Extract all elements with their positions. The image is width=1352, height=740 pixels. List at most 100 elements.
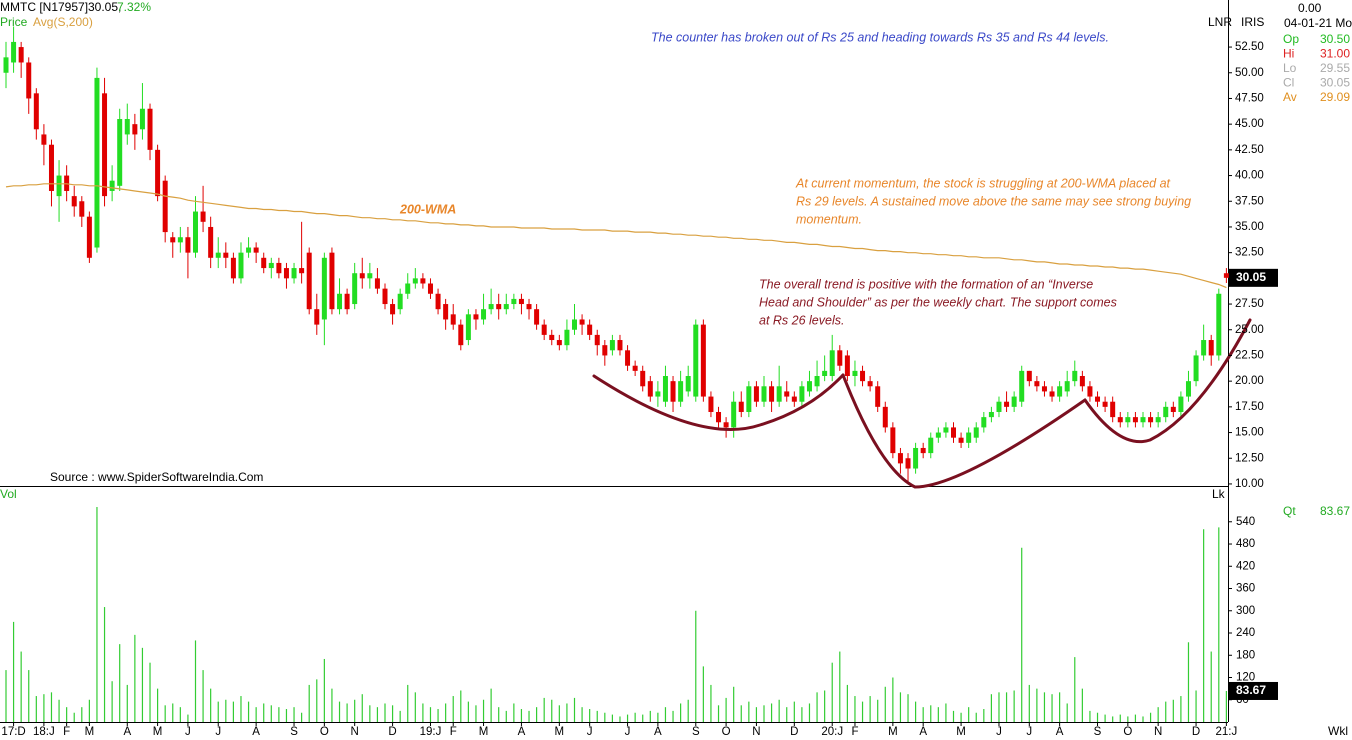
date: 04-01-21 Mo [1284, 16, 1352, 30]
x-tick-label: M [555, 726, 565, 738]
info-label: Op [1283, 32, 1299, 46]
annotation: momentum. [796, 212, 862, 226]
annotation: The overall trend is positive with the f… [759, 277, 1093, 291]
candle-body [215, 252, 221, 258]
x-tick-label: J [996, 726, 1002, 738]
source: Source : www.SpiderSoftwareIndia.Com [50, 470, 263, 484]
candle-body [647, 381, 653, 397]
candle-body [685, 376, 691, 392]
zero: 0.00 [1298, 1, 1322, 15]
candle-body [662, 376, 668, 402]
x-tick-label: M [85, 726, 95, 738]
x-tick-label: A [252, 726, 260, 738]
candle-body [3, 57, 9, 73]
x-tick-label: M [956, 726, 966, 738]
candle-body [1049, 391, 1055, 397]
candle-body [253, 247, 259, 253]
candle-body [306, 252, 312, 310]
price-legend: Price [0, 15, 28, 29]
candle-body [511, 298, 517, 305]
candle-body [617, 340, 623, 351]
x-tick-label: A [1056, 726, 1064, 738]
candle-body [534, 309, 540, 325]
candle-body [852, 370, 858, 377]
left-shoulder [592, 373, 845, 431]
x-tick-label: J [185, 726, 191, 738]
candle-body [1087, 386, 1093, 397]
info-label: Hi [1283, 47, 1294, 61]
x-tick-label: J [215, 726, 221, 738]
candle-body [1170, 406, 1176, 412]
candle-body [670, 381, 676, 402]
x-tick-label: O [1123, 726, 1132, 738]
candle-body [1041, 386, 1047, 392]
candle-body [170, 237, 176, 243]
candle-body [314, 309, 320, 325]
candle-body [526, 304, 532, 310]
y-tick-label: 40.00 [1235, 170, 1264, 182]
x-tick-label: M [888, 726, 898, 738]
candle-body [427, 283, 433, 294]
candle-body [746, 386, 752, 412]
info-label: Lo [1283, 61, 1297, 75]
candle-body [822, 370, 828, 377]
lnr: LNR [1208, 15, 1232, 29]
y-tick-label: 45.00 [1235, 118, 1264, 130]
candle-body [450, 314, 456, 325]
candle-body [951, 427, 956, 438]
candle-body [1178, 396, 1184, 412]
candle-body [738, 401, 744, 412]
x-tick-label: D [790, 726, 798, 738]
candle-body [124, 119, 130, 135]
x-tick-label: N [1154, 726, 1162, 738]
candle-body [1216, 293, 1222, 356]
candle-body [928, 437, 934, 454]
y-tick-label: 35.00 [1235, 221, 1264, 233]
candle-body [897, 453, 903, 464]
y-tick-label: 15.00 [1235, 427, 1264, 439]
y-tick-label: 20.00 [1235, 375, 1264, 387]
candle-body [1057, 386, 1063, 397]
candle-body [1163, 406, 1169, 418]
candle-body [261, 257, 267, 269]
y-tick-label: 25.00 [1235, 324, 1264, 336]
candle-body [56, 175, 62, 197]
x-tick-label: O [320, 726, 329, 738]
x-tick-label: F [851, 726, 858, 738]
candle-body [390, 304, 396, 315]
candle-body [139, 108, 145, 130]
candle-body [359, 273, 365, 279]
candle-body [374, 278, 380, 289]
candle-body [609, 340, 615, 351]
candle-body [1064, 381, 1070, 392]
info-label: Av [1283, 90, 1297, 104]
candle-body [920, 447, 926, 454]
candle-body [412, 278, 418, 284]
x-tick-label: O [722, 726, 731, 738]
candle-body [299, 268, 305, 274]
candle-body [996, 401, 1002, 412]
x-tick-label: M [479, 726, 489, 738]
x-tick-label: F [63, 726, 70, 738]
candle-body [1095, 396, 1101, 402]
x-tick-label: N [351, 726, 359, 738]
candle-body [473, 314, 479, 320]
candle-body [875, 386, 881, 407]
y-tick-label: 32.50 [1235, 247, 1264, 259]
info-label: Cl [1283, 76, 1294, 90]
candle-body [405, 283, 411, 294]
candle-body [716, 411, 722, 423]
candle-body [1132, 417, 1138, 423]
x-tick-label: J [1026, 726, 1032, 738]
x-tick-label: D [388, 726, 396, 738]
candle-body [723, 422, 729, 428]
x-tick-label: 20:J [821, 726, 843, 738]
candle-body [1148, 417, 1154, 423]
candle-body [465, 314, 471, 341]
x-tick-label: S [692, 726, 700, 738]
candle-body [1117, 417, 1123, 423]
candle-body [769, 386, 775, 402]
candle-body [71, 196, 77, 207]
x-tick-label: S [290, 726, 298, 738]
candle-body [753, 386, 759, 402]
